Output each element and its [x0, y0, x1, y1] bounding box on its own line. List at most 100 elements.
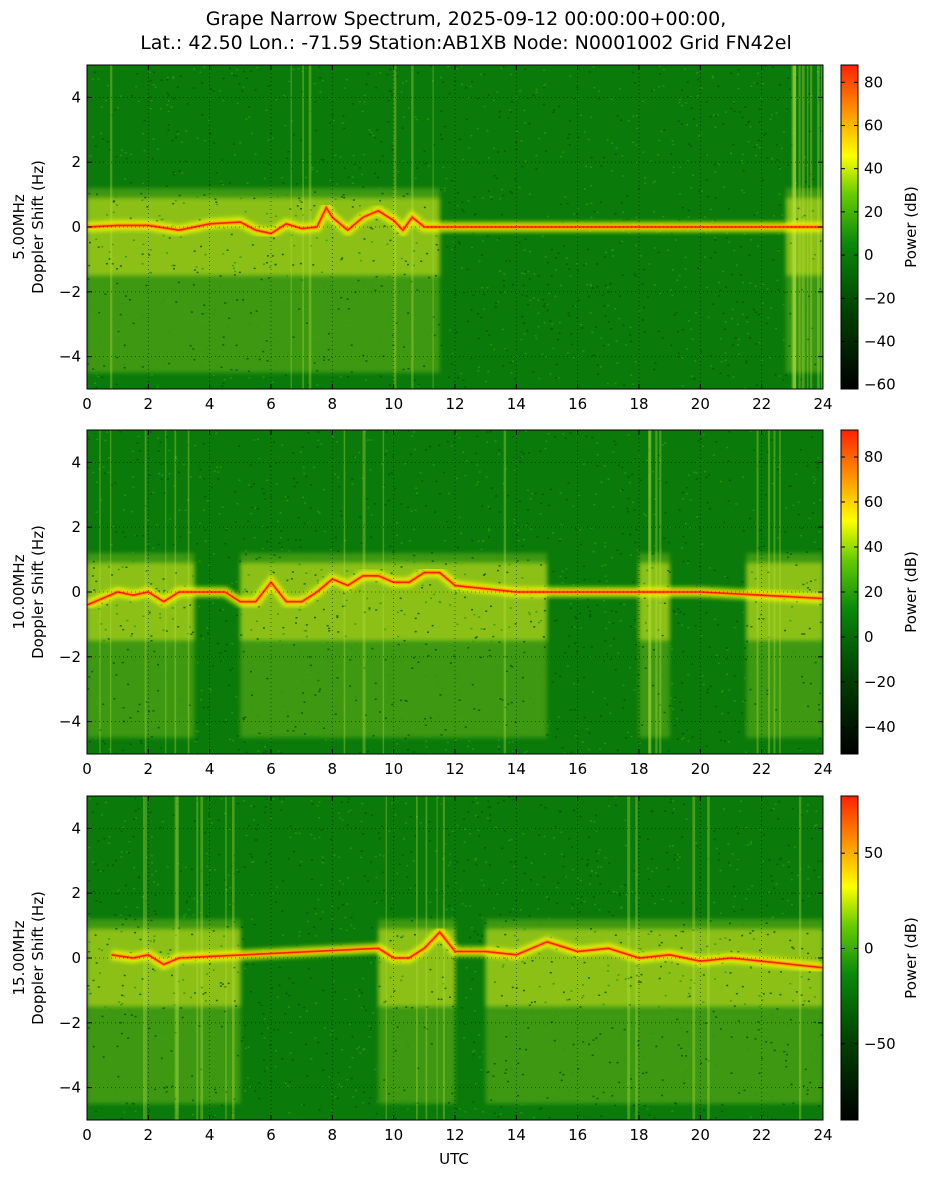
- noise-speckle: [149, 107, 152, 110]
- noise-speckle: [773, 1049, 776, 1052]
- noise-speckle: [543, 853, 546, 855]
- noise-speckle: [325, 239, 328, 242]
- noise-speckle: [528, 613, 531, 616]
- noise-speckle: [242, 1036, 245, 1039]
- noise-speckle: [131, 1102, 134, 1105]
- noise-speckle: [637, 685, 640, 688]
- noise-speckle: [142, 315, 145, 317]
- noise-speckle: [395, 743, 398, 745]
- noise-speckle: [478, 616, 481, 618]
- noise-speckle: [541, 493, 544, 496]
- noise-speckle: [301, 90, 304, 93]
- noise-speckle: [607, 321, 610, 323]
- noise-speckle: [126, 648, 129, 651]
- noise-speckle: [263, 1037, 266, 1039]
- noise-speckle: [143, 149, 146, 152]
- noise-speckle: [632, 501, 635, 504]
- noise-speckle: [235, 580, 238, 583]
- noise-speckle: [572, 1043, 575, 1046]
- noise-speckle: [491, 196, 494, 198]
- noise-speckle: [801, 633, 804, 635]
- noise-speckle: [447, 731, 450, 734]
- noise-speckle: [286, 157, 289, 160]
- noise-speckle: [543, 132, 546, 134]
- noise-speckle: [495, 302, 498, 304]
- noise-speckle: [292, 336, 295, 338]
- noise-speckle: [582, 994, 585, 997]
- noise-speckle: [244, 553, 247, 556]
- noise-speckle: [89, 797, 92, 800]
- noise-speckle: [553, 1039, 556, 1042]
- noise-speckle: [483, 573, 486, 576]
- noise-speckle: [229, 886, 232, 889]
- x-tick-label: 14: [507, 760, 526, 778]
- noise-speckle: [596, 875, 599, 877]
- noise-speckle: [116, 893, 119, 895]
- noise-speckle: [206, 852, 209, 855]
- noise-speckle: [281, 302, 284, 304]
- noise-speckle: [157, 689, 160, 692]
- noise-speckle: [298, 563, 301, 566]
- noise-speckle: [132, 1025, 135, 1028]
- noise-speckle: [508, 839, 511, 842]
- noise-speckle: [286, 715, 289, 718]
- noise-speckle: [627, 231, 630, 234]
- noise-speckle: [642, 1056, 645, 1059]
- noise-speckle: [176, 712, 179, 714]
- noise-speckle: [116, 267, 119, 270]
- noise-speckle: [387, 99, 390, 102]
- noise-speckle: [379, 160, 382, 162]
- noise-speckle: [210, 486, 213, 489]
- noise-speckle: [670, 232, 673, 235]
- noise-speckle: [463, 573, 466, 576]
- noise-speckle: [108, 836, 111, 838]
- noise-speckle: [597, 373, 600, 375]
- noise-speckle: [730, 317, 733, 320]
- noise-speckle: [150, 736, 153, 738]
- noise-speckle: [222, 344, 225, 346]
- noise-speckle: [664, 994, 667, 997]
- noise-speckle: [140, 192, 143, 195]
- noise-speckle: [496, 893, 499, 895]
- noise-speckle: [567, 137, 570, 140]
- noise-speckle: [544, 585, 547, 588]
- noise-speckle: [251, 244, 254, 246]
- noise-speckle: [90, 992, 93, 995]
- noise-speckle: [701, 190, 704, 192]
- noise-speckle: [669, 571, 672, 573]
- noise-speckle: [115, 383, 118, 386]
- noise-speckle: [509, 664, 512, 667]
- noise-speckle: [591, 354, 594, 357]
- noise-speckle: [659, 602, 662, 604]
- noise-speckle: [700, 350, 703, 353]
- noise-speckle: [87, 988, 90, 991]
- noise-speckle: [613, 1104, 616, 1107]
- noise-speckle: [228, 828, 231, 831]
- noise-speckle: [470, 134, 473, 137]
- noise-speckle: [745, 898, 748, 900]
- noise-speckle: [250, 312, 253, 314]
- noise-speckle: [608, 1061, 611, 1064]
- noise-speckle: [749, 517, 752, 520]
- noise-speckle: [618, 317, 621, 320]
- noise-speckle: [406, 1108, 409, 1110]
- noise-speckle: [384, 503, 387, 506]
- noise-speckle: [718, 295, 721, 297]
- noise-speckle: [404, 699, 407, 702]
- noise-speckle: [279, 797, 282, 800]
- noise-speckle: [511, 360, 514, 362]
- noise-speckle: [612, 248, 615, 251]
- noise-speckle: [776, 1008, 779, 1010]
- noise-speckle: [705, 179, 708, 181]
- noise-speckle: [598, 909, 601, 911]
- noise-speckle: [451, 916, 454, 918]
- noise-speckle: [638, 836, 641, 838]
- noise-speckle: [355, 1106, 358, 1108]
- noise-speckle: [177, 927, 180, 929]
- noise-speckle: [547, 898, 550, 901]
- noise-speckle: [445, 520, 448, 523]
- noise-speckle: [207, 706, 210, 709]
- noise-speckle: [157, 726, 160, 729]
- noise-speckle: [800, 976, 803, 978]
- noise-speckle: [558, 332, 561, 335]
